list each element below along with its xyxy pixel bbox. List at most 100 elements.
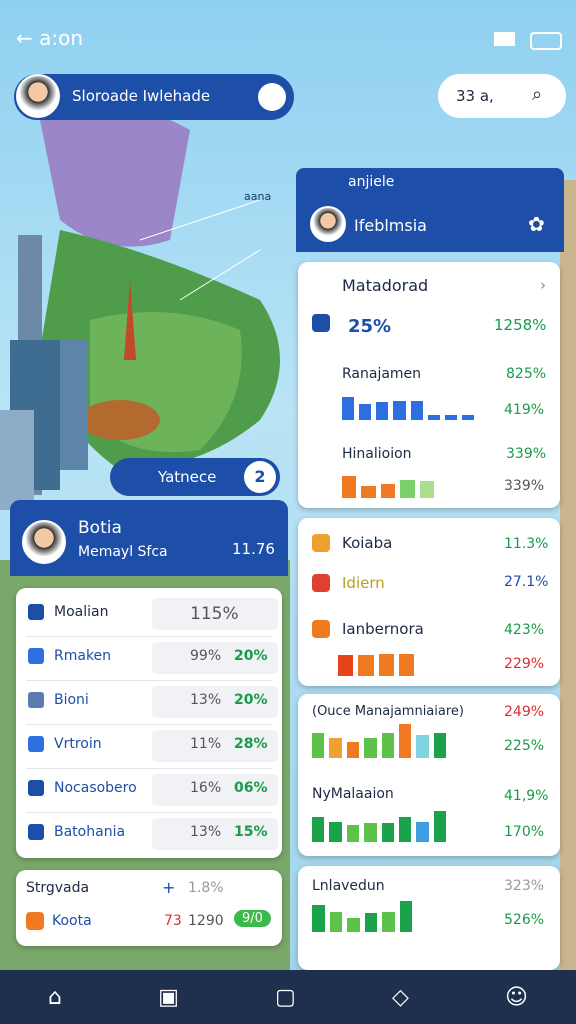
bar <box>398 723 412 758</box>
search-label: Sloroade Iwlehade <box>72 87 211 105</box>
bar <box>329 911 342 932</box>
bar <box>342 476 357 498</box>
row-value: 1290 <box>188 913 224 929</box>
bar <box>312 732 325 758</box>
cell-bg <box>152 598 278 630</box>
icon <box>312 574 330 592</box>
nav-profile[interactable]: ☺ <box>504 984 528 1010</box>
bar <box>359 404 372 420</box>
left-pill[interactable]: Yatnece 2 <box>110 458 280 496</box>
row-label: Batohania <box>54 824 126 840</box>
row-value: 339% <box>506 446 547 462</box>
row-value: 11.3% <box>504 536 549 552</box>
row-value: 06% <box>234 780 268 796</box>
row-label: Nocasobero <box>54 780 137 796</box>
bar <box>433 811 446 842</box>
profile-amount: 11.76 <box>232 540 275 558</box>
divider <box>26 812 272 813</box>
row-label: Hinalioion <box>342 446 412 462</box>
time-text: a:on <box>39 26 84 50</box>
bar <box>410 401 423 420</box>
mini-chart <box>342 474 435 498</box>
icon <box>28 692 44 708</box>
row-label: (Ouce Manajamniaiare) <box>312 704 464 719</box>
icon <box>28 824 44 840</box>
row-label: Koiaba <box>342 534 393 552</box>
search-icon[interactable]: ⌕ <box>532 84 543 105</box>
pill-text: Yatnece <box>158 468 217 486</box>
row-label: Ianbernora <box>342 620 424 638</box>
row-label: Koota <box>52 913 92 929</box>
nav-messages[interactable]: ▣ <box>158 984 179 1010</box>
bar <box>312 904 325 932</box>
settings-icon[interactable]: ✿ <box>528 212 545 236</box>
mini-chart <box>338 650 414 676</box>
row-value: 20% <box>234 648 268 664</box>
row-value: 41,9% <box>504 788 549 804</box>
tools-text: 33 a, <box>456 87 494 105</box>
nav-explore[interactable]: ◇ <box>391 984 409 1010</box>
bar <box>364 913 377 932</box>
bar <box>338 655 354 676</box>
row-value: 73 <box>164 913 182 929</box>
bar <box>376 401 389 420</box>
bar <box>329 821 342 842</box>
row-label: Vrtroin <box>54 736 102 752</box>
search-pill[interactable]: Sloroade Iwlehade <box>14 74 294 120</box>
badge: 2 <box>244 461 276 493</box>
bar <box>329 738 342 758</box>
divider <box>26 636 272 637</box>
icon <box>28 780 44 796</box>
card: Koiaba 11.3% Idiern 27.1% Ianbernora 423… <box>298 518 560 686</box>
signal <box>494 32 520 46</box>
bar <box>399 901 412 932</box>
row-label: Rmaken <box>54 648 112 664</box>
account-icon[interactable] <box>258 83 286 111</box>
row-value: 339% <box>504 478 545 494</box>
profile-name: Botia <box>78 518 122 538</box>
bar <box>398 653 414 676</box>
icon <box>26 912 44 930</box>
bar <box>364 823 377 842</box>
avatar <box>310 206 346 242</box>
row-value: 170% <box>504 824 545 840</box>
bar <box>358 655 374 676</box>
profile-subtitle: Memayl Sfca <box>78 544 168 560</box>
chevron[interactable]: › <box>540 276 546 294</box>
row-value: 16% <box>190 780 222 796</box>
bar <box>382 911 395 932</box>
card-title: Matadorad <box>342 276 429 295</box>
map-label: aana <box>244 190 272 203</box>
icon <box>312 620 330 638</box>
bar <box>361 486 376 498</box>
icon <box>28 648 44 664</box>
mini-chart <box>312 722 446 758</box>
tools-pill[interactable]: 33 a, ⌕ <box>438 74 566 118</box>
bar <box>346 825 360 842</box>
battery <box>530 32 562 50</box>
bar <box>312 816 325 842</box>
profile-header: Botia Memayl Sfca 11.76 <box>10 500 288 576</box>
row-value: 27.1% <box>504 574 549 590</box>
bar <box>416 734 429 758</box>
bar <box>419 481 435 498</box>
mini-chart <box>312 898 412 932</box>
nav-home[interactable]: ⌂ <box>48 984 63 1010</box>
bar <box>347 918 360 932</box>
stat: 25% <box>348 316 392 337</box>
row-value: 225% <box>504 738 545 754</box>
row-value: 423% <box>504 622 545 638</box>
row-value: 15% <box>234 824 268 840</box>
nav-square[interactable]: ▢ <box>275 984 296 1010</box>
panel-title: Ifeblmsia <box>354 216 427 235</box>
bar <box>427 414 440 420</box>
card: (Ouce Manajamniaiare) 249% 225% NyMalaai… <box>298 694 560 856</box>
row-value: 11% <box>190 736 222 752</box>
divider <box>26 724 272 725</box>
row-label: Strgvada <box>26 880 90 896</box>
bar <box>346 741 360 758</box>
bar <box>393 400 406 420</box>
row-value: 229% <box>504 656 545 672</box>
bar <box>416 821 429 842</box>
row-label: Ranajamen <box>342 366 422 382</box>
